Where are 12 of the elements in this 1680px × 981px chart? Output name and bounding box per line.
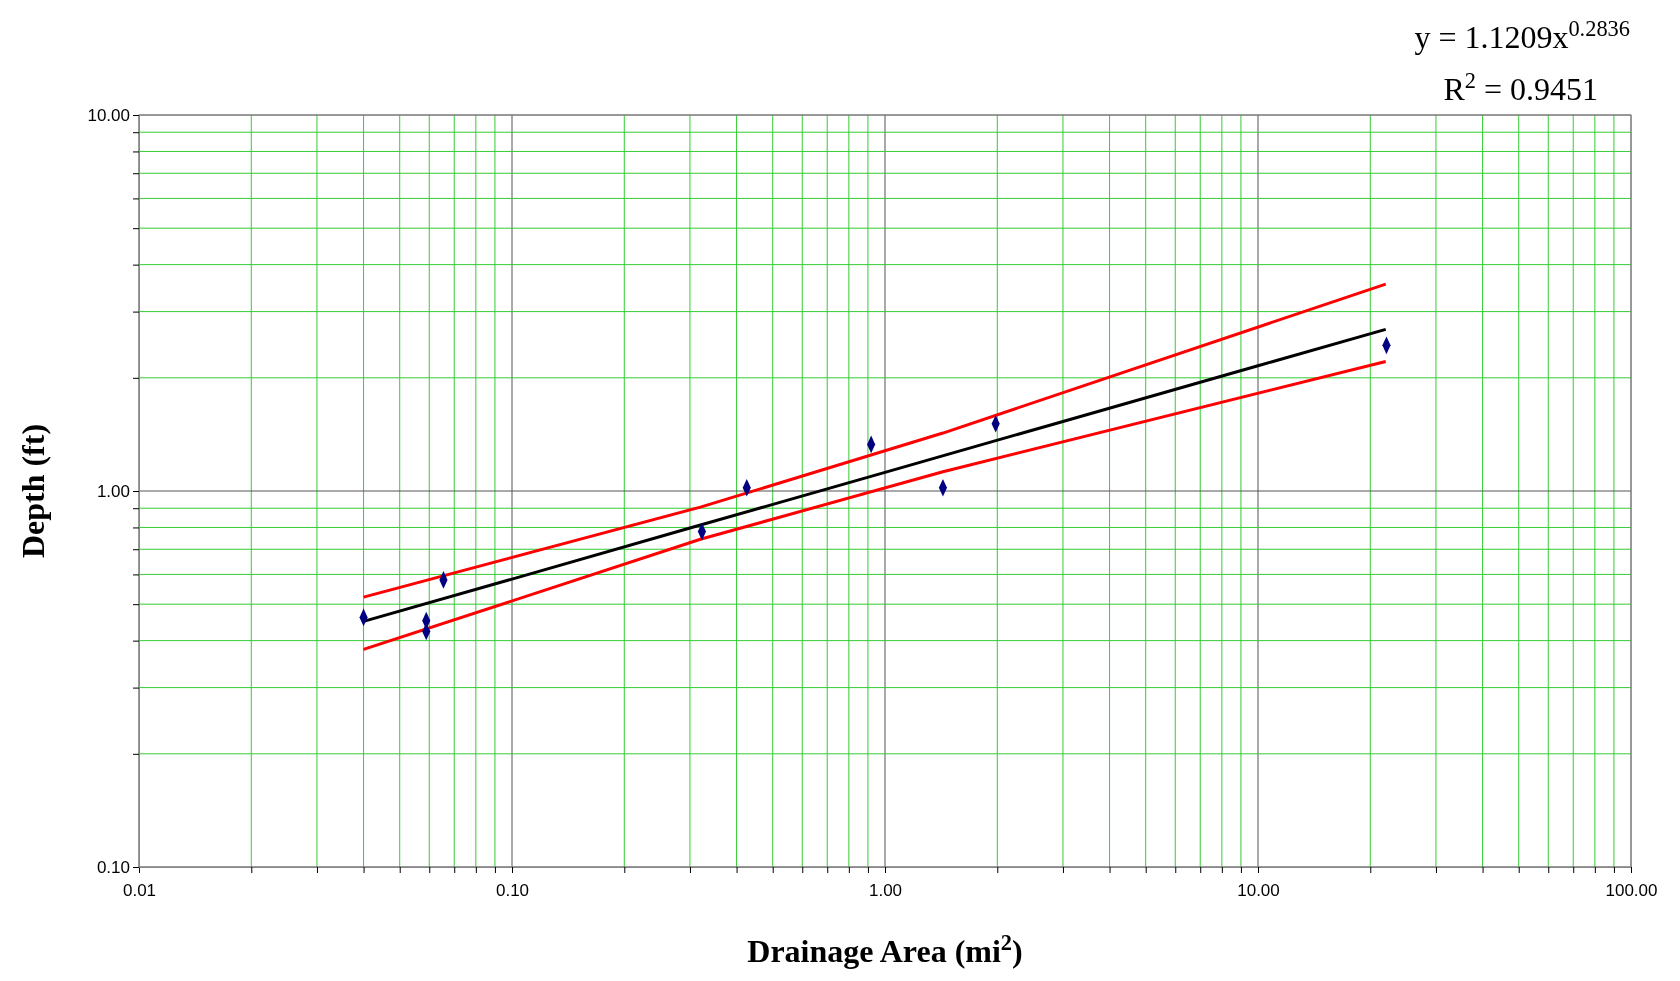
y-tick-label: 1.00: [96, 481, 130, 501]
y-axis-title: Depth (ft): [15, 423, 51, 559]
x-tick-label: 100.00: [1605, 881, 1658, 901]
text: R$^{2}$ = 0.9451: [1443, 67, 1598, 107]
x-axis-title: Drainage Area (mi$^{2}$): [747, 929, 1023, 969]
x-tick-label: 1.00: [868, 881, 903, 901]
x-tick-label: 0.10: [495, 881, 530, 901]
y-tick-label: 0.10: [96, 857, 130, 877]
x-tick-label: 10.00: [1237, 881, 1280, 901]
x-tick-label: 0.01: [122, 881, 157, 901]
y-tick-label: 10.00: [87, 105, 130, 125]
text: y = 1.1209x$^{0.2836}$: [1414, 15, 1630, 55]
